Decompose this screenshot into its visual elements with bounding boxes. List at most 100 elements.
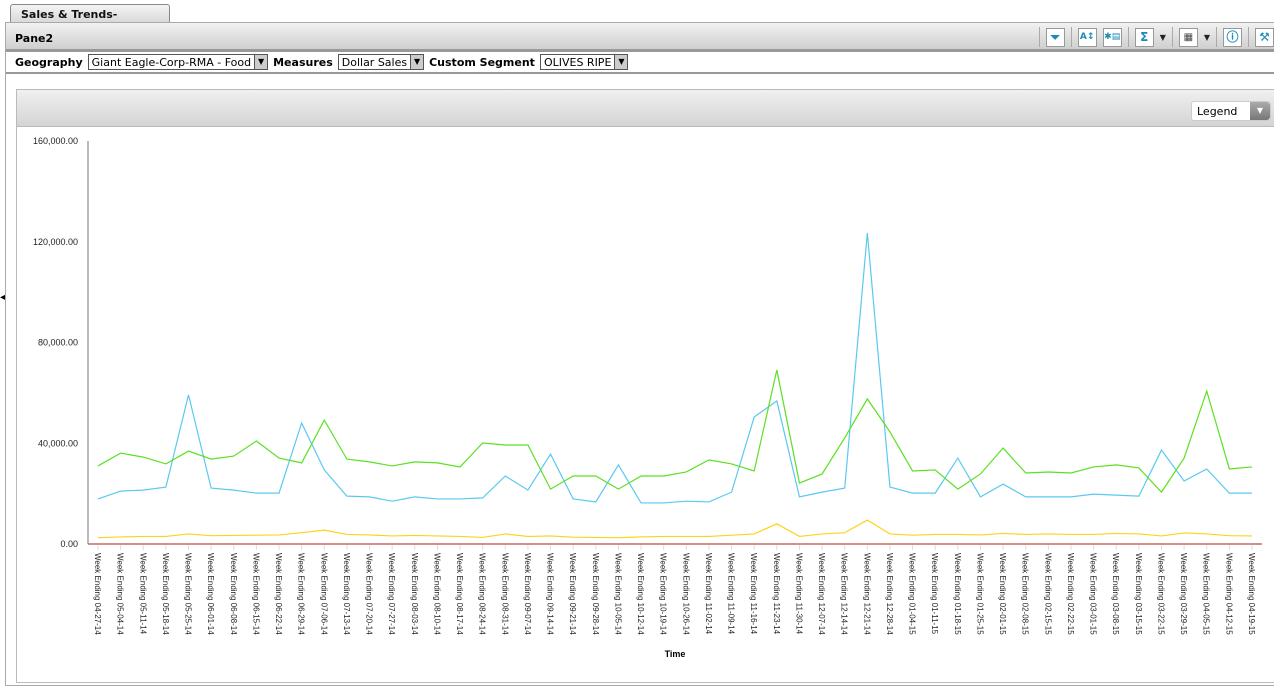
pane-title: Pane2 (15, 32, 54, 45)
info-icon[interactable]: ⓘ (1223, 27, 1242, 47)
data-point (866, 397, 869, 400)
data-point (1002, 483, 1005, 486)
data-point (753, 416, 756, 419)
data-point (187, 450, 190, 453)
x-tick-label: Week Ending 05-18-14 (161, 553, 170, 635)
sum-icon[interactable]: Σ (1134, 27, 1154, 47)
sort-az-icon[interactable]: A↕ (1077, 27, 1097, 47)
x-tick-label: Week Ending 09-07-14 (523, 553, 532, 635)
data-point (1160, 449, 1163, 452)
data-point (640, 535, 643, 538)
chart-header: Legend ▼ (17, 90, 1274, 127)
segment-label: Custom Segment (429, 55, 535, 69)
data-point (956, 533, 959, 536)
data-point (504, 474, 507, 477)
x-tick-label: Week Ending 01-18-15 (953, 553, 962, 635)
data-point (775, 368, 778, 371)
y-tick-label: 0.00 (60, 539, 78, 549)
data-point (1047, 495, 1050, 498)
data-point (934, 492, 937, 495)
data-point (798, 535, 801, 538)
data-point (1024, 533, 1027, 536)
data-point (368, 460, 371, 463)
x-tick-label: Week Ending 12-21-14 (862, 553, 871, 635)
data-point (526, 535, 529, 538)
pane-header: Pane2 ⏷ A↕ ✱▤ Σ ▼ ▦ ▼ ⓘ ⚒ (6, 23, 1274, 52)
data-point (662, 535, 665, 538)
x-tick-label: Week Ending 10-12-14 (636, 553, 645, 635)
data-point (119, 452, 122, 455)
data-point (526, 489, 529, 492)
x-tick-label: Week Ending 06-22-14 (274, 553, 283, 635)
data-point (1228, 534, 1231, 537)
data-point (866, 519, 869, 522)
data-point (572, 497, 575, 500)
x-tick-label: Week Ending 04-12-15 (1224, 553, 1233, 635)
data-point (97, 497, 100, 500)
data-point (1069, 471, 1072, 474)
data-point (934, 533, 937, 536)
data-point (640, 501, 643, 504)
data-point (278, 457, 281, 460)
chevron-down-icon: ▼ (614, 55, 628, 69)
data-point (300, 422, 303, 425)
data-point (594, 536, 597, 539)
x-tick-label: Week Ending 08-10-14 (432, 553, 441, 635)
data-point (436, 534, 439, 537)
data-point (526, 444, 529, 447)
data-point (1137, 532, 1140, 535)
grid-dropdown-icon[interactable]: ▼ (1203, 32, 1210, 42)
data-point (979, 533, 982, 536)
filter-bar: Geography Giant Eagle-Corp-RMA - Food ▼ M… (6, 52, 1274, 74)
x-tick-label: Week Ending 06-15-14 (251, 553, 260, 635)
x-tick-label: Week Ending 06-01-14 (206, 553, 215, 635)
data-point (888, 532, 891, 535)
data-point (391, 534, 394, 537)
geography-select[interactable]: Giant Eagle-Corp-RMA - Food ▼ (87, 54, 269, 70)
pane: Pane2 ⏷ A↕ ✱▤ Σ ▼ ▦ ▼ ⓘ ⚒ Geography Giant … (5, 22, 1274, 686)
data-point (1069, 495, 1072, 498)
select-columns-icon[interactable]: ✱▤ (1102, 27, 1122, 47)
data-point (323, 419, 326, 422)
segment-select[interactable]: OLIVES RIPE ▼ (539, 54, 629, 70)
x-tick-label: Week Ending 10-19-14 (659, 553, 668, 635)
data-point (549, 453, 552, 456)
x-tick-label: Week Ending 09-28-14 (591, 553, 600, 635)
x-tick-label: Week Ending 02-22-15 (1066, 553, 1075, 635)
data-point (775, 522, 778, 525)
data-point (1002, 532, 1005, 535)
data-point (1047, 470, 1050, 473)
data-point (753, 532, 756, 535)
x-tick-label: Week Ending 05-04-14 (116, 553, 125, 635)
data-point (504, 532, 507, 535)
data-point (1228, 492, 1231, 495)
x-tick-label: Week Ending 10-26-14 (681, 553, 690, 635)
measures-select[interactable]: Dollar Sales ▼ (337, 54, 425, 70)
data-point (617, 488, 620, 491)
data-point (164, 486, 167, 489)
data-point (210, 458, 213, 461)
x-tick-label: Week Ending 08-17-14 (455, 553, 464, 635)
x-tick-label: Week Ending 12-07-14 (817, 553, 826, 635)
collapse-marker-icon[interactable]: ◂ (0, 292, 6, 303)
data-point (1205, 467, 1208, 470)
series-line-2 (97, 519, 1253, 539)
data-point (278, 533, 281, 536)
filter-icon[interactable]: ⏷ (1045, 27, 1065, 47)
data-point (662, 501, 665, 504)
data-point (821, 472, 824, 475)
data-point (300, 531, 303, 534)
x-tick-label: Week Ending 07-13-14 (342, 553, 351, 635)
grid-layout-icon[interactable]: ▦ (1178, 27, 1198, 47)
x-tick-label: Week Ending 12-28-14 (885, 553, 894, 635)
data-point (956, 488, 959, 491)
x-tick-label: Week Ending 04-27-14 (93, 553, 102, 635)
y-tick-label: 160,000.00 (33, 136, 78, 146)
data-point (210, 534, 213, 537)
x-tick-label: Week Ending 05-25-14 (184, 553, 193, 635)
geography-value: Giant Eagle-Corp-RMA - Food (91, 55, 252, 69)
data-point (413, 534, 416, 537)
legend-select[interactable]: Legend ▼ (1191, 101, 1271, 121)
sum-dropdown-icon[interactable]: ▼ (1159, 32, 1166, 42)
